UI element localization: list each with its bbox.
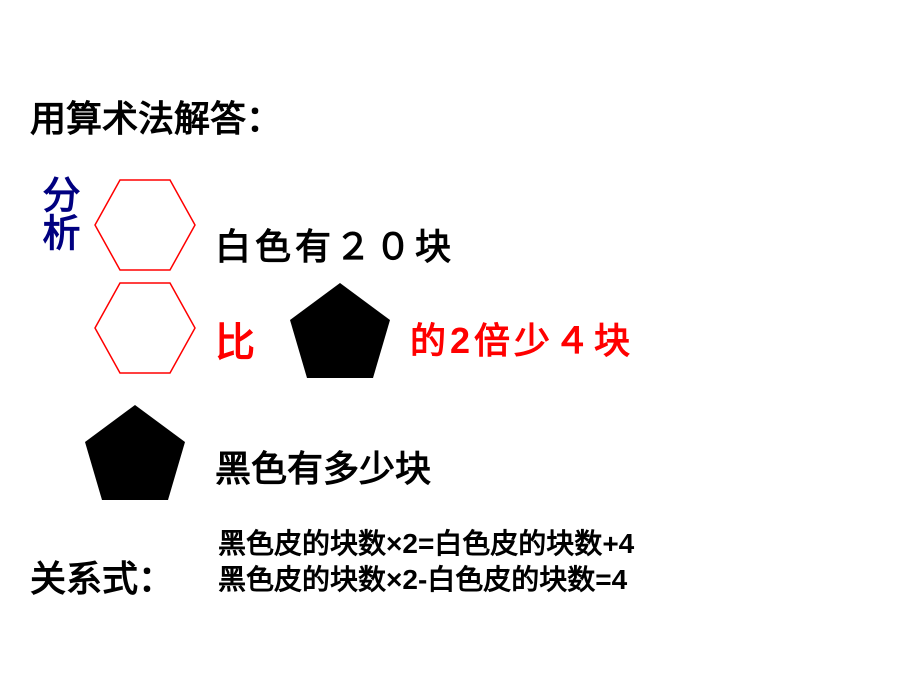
white-count-text: 白色有２０块 [215, 218, 455, 270]
eq2-part1: 黑色皮的块数 [218, 565, 386, 596]
eq1-part2: 白色皮的块数 [434, 529, 602, 560]
multiply-suffix: 倍少４块 [474, 321, 634, 361]
multiply-text: 的2倍少４块 [410, 312, 634, 364]
eq1-op2: +4 [602, 528, 634, 559]
eq1-op1: ×2= [386, 528, 434, 559]
relation-label: 关系式： [30, 550, 174, 602]
black-question-text: 黑色有多少块 [215, 440, 431, 492]
equation-1: 黑色皮的块数×2=白色皮的块数+4 [218, 522, 634, 562]
equation-2: 黑色皮的块数×2-白色皮的块数=4 [218, 558, 627, 598]
title-text: 用算术法解答： [30, 90, 282, 142]
pentagon-icon-1 [285, 278, 395, 383]
multiply-num: 2 [450, 320, 474, 361]
eq2-op2: =4 [595, 564, 627, 595]
eq2-part2: 白色皮的块数 [427, 565, 595, 596]
compare-text: 比 [215, 310, 255, 368]
eq1-part1: 黑色皮的块数 [218, 529, 386, 560]
multiply-prefix: 的 [410, 321, 450, 361]
analyze-label: 分析 [30, 175, 85, 251]
eq2-op1: ×2- [386, 564, 427, 595]
pentagon-icon-2 [80, 400, 190, 505]
hexagon-icon-2 [90, 278, 200, 378]
hexagon-icon-1 [90, 175, 200, 275]
